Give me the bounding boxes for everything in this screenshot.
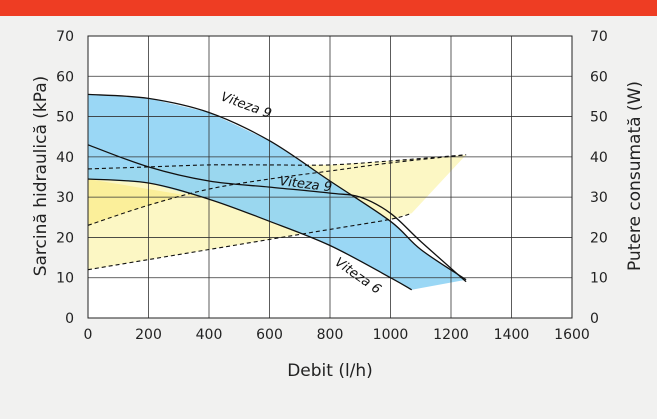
y-tick-label-left: 70 xyxy=(56,29,74,45)
x-tick-label: 0 xyxy=(84,327,93,343)
x-tick-label: 800 xyxy=(317,327,344,343)
head-band xyxy=(88,94,467,290)
x-tick-label: 1400 xyxy=(494,327,530,343)
grid-layer xyxy=(87,35,573,319)
power-curve-1 xyxy=(87,154,467,226)
y-tick-label-right: 70 xyxy=(590,29,608,45)
power-curve-0 xyxy=(87,154,467,170)
x-tick-label: 200 xyxy=(135,327,162,343)
y-tick-label-right: 20 xyxy=(590,230,608,246)
x-tick-label: 1200 xyxy=(433,327,469,343)
top-accent-bar xyxy=(0,0,657,16)
y-tick-label-right: 10 xyxy=(590,271,608,287)
plot-frame xyxy=(87,35,573,319)
x-axis-title: Debit (l/h) xyxy=(287,361,373,381)
y-tick-label-right: 40 xyxy=(590,150,608,166)
y-tick-label-left: 20 xyxy=(56,230,74,246)
y-tick-label-left: 40 xyxy=(56,150,74,166)
x-tick-label: 600 xyxy=(256,327,283,343)
y-tick-label-left: 30 xyxy=(56,190,74,206)
x-tick-label: 1600 xyxy=(554,327,590,343)
head-curve-1 xyxy=(87,144,467,283)
curve-label-viteza-9-mid: Viteza 9 xyxy=(279,174,333,195)
curves-layer xyxy=(87,93,467,291)
y-tick-label-right: 0 xyxy=(590,311,599,327)
y-tick-label-left: 10 xyxy=(56,271,74,287)
x-tick-label: 400 xyxy=(196,327,223,343)
head-curve-2 xyxy=(87,178,413,291)
y-axis-title-left: Sarcină hidraulică (kPa) xyxy=(31,76,51,277)
y-tick-label-left: 0 xyxy=(65,311,74,327)
ticks-layer: 0 200 400 600 800 1000 1200 1400 160001020304050… xyxy=(56,29,608,343)
y-tick-label-left: 60 xyxy=(56,69,74,85)
x-tick-label: 1000 xyxy=(373,327,409,343)
y-tick-label-right: 60 xyxy=(590,69,608,85)
y-tick-label-right: 30 xyxy=(590,190,608,206)
y-tick-label-right: 50 xyxy=(590,110,608,126)
head-curve-0 xyxy=(87,93,467,281)
y-tick-label-left: 50 xyxy=(56,110,74,126)
y-axis-title-right: Putere consumată (W) xyxy=(625,81,645,271)
power-curve-2 xyxy=(87,212,412,271)
